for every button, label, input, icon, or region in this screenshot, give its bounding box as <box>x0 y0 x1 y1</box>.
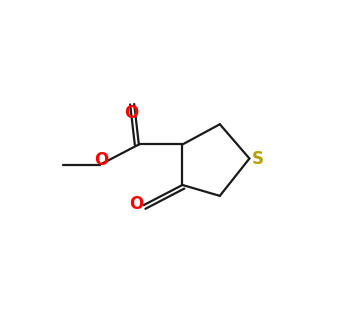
Text: S: S <box>252 150 264 167</box>
Text: O: O <box>124 104 138 122</box>
Text: O: O <box>95 151 108 169</box>
Text: O: O <box>130 195 144 213</box>
